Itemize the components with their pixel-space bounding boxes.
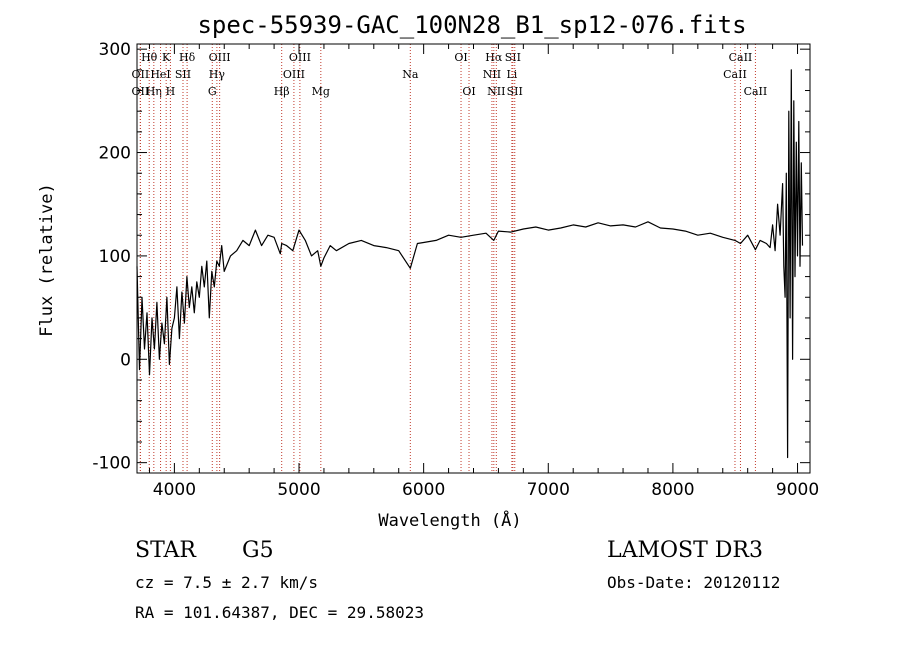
line-label-20: NII: [483, 68, 501, 81]
line-label-27: CaII: [744, 85, 768, 98]
line-label-14: OIII: [283, 68, 305, 81]
y-tick-label-2: 100: [99, 247, 131, 267]
plot-frame: [136, 43, 811, 474]
line-label-19: Hα: [485, 51, 503, 64]
x-tick-label-0: 4000: [153, 480, 196, 500]
line-label-8: Hδ: [179, 51, 196, 64]
x-axis-caption-text: Wavelength (Å): [378, 511, 522, 531]
redshift-text: cz = 7.5 ± 2.7 km/s: [135, 573, 319, 592]
coordinates-text: RA = 101.64387, DEC = 29.58023: [135, 603, 424, 622]
x-tick-label-2: 6000: [402, 480, 445, 500]
spectrum-chart: spec-55939-GAC_100N28_B1_sp12-076.fits F…: [37, 11, 819, 500]
line-label-15: Mg: [312, 85, 330, 98]
chart-title: spec-55939-GAC_100N28_B1_sp12-076.fits: [197, 11, 746, 39]
line-label-25: CaII: [729, 51, 753, 64]
line-label-5: K: [162, 51, 171, 64]
x-tick-label-5: 9000: [776, 480, 819, 500]
line-label-3: Hη: [146, 85, 162, 98]
line-label-10: Hγ: [209, 68, 226, 81]
line-label-24: SII: [507, 85, 523, 98]
object-class-text: STAR: [135, 538, 196, 563]
x-axis-caption: Wavelength (Å): [0, 511, 900, 531]
line-label-4: HeI: [150, 68, 170, 81]
obs-date-text: Obs-Date: 20120112: [607, 573, 781, 592]
y-tick-label-1: 0: [120, 350, 131, 370]
x-tick-label-1: 5000: [277, 480, 320, 500]
line-label-2: OII: [132, 85, 150, 98]
line-label-17: OI: [454, 51, 467, 64]
obs-date: Obs-Date: 20120112: [607, 573, 780, 592]
line-label-21: NII: [487, 85, 505, 98]
spectrum-line: [136, 69, 804, 459]
line-label-22: SII: [505, 51, 521, 64]
line-label-0: Hθ: [141, 51, 158, 64]
line-label-12: Hβ: [274, 85, 290, 98]
redshift-info: cz = 7.5 ± 2.7 km/s: [135, 573, 318, 592]
x-tick-label-3: 7000: [527, 480, 570, 500]
line-label-9: OIII: [209, 51, 231, 64]
subclass-text: G5: [242, 538, 274, 563]
y-tick-label-0: -100: [92, 454, 131, 474]
x-tick-label-4: 8000: [651, 480, 694, 500]
line-label-6: H: [166, 85, 176, 98]
line-label-7: SII: [175, 68, 191, 81]
y-tick-label-4: 300: [99, 40, 131, 60]
line-label-16: Na: [402, 68, 419, 81]
coordinates: RA = 101.64387, DEC = 29.58023: [135, 603, 424, 622]
y-tick-label-3: 200: [99, 144, 131, 164]
survey-name-text: LAMOST DR3: [607, 538, 763, 563]
y-axis-label: Flux (relative): [37, 183, 57, 337]
line-label-11: G: [208, 85, 217, 98]
line-label-26: CaII: [723, 68, 747, 81]
survey-name: LAMOST DR3: [607, 538, 763, 563]
line-label-23: Li: [506, 68, 517, 81]
subclass: G5: [242, 538, 274, 563]
object-class: STAR: [135, 538, 196, 563]
line-label-13: OIII: [289, 51, 311, 64]
line-label-18: OI: [462, 85, 475, 98]
